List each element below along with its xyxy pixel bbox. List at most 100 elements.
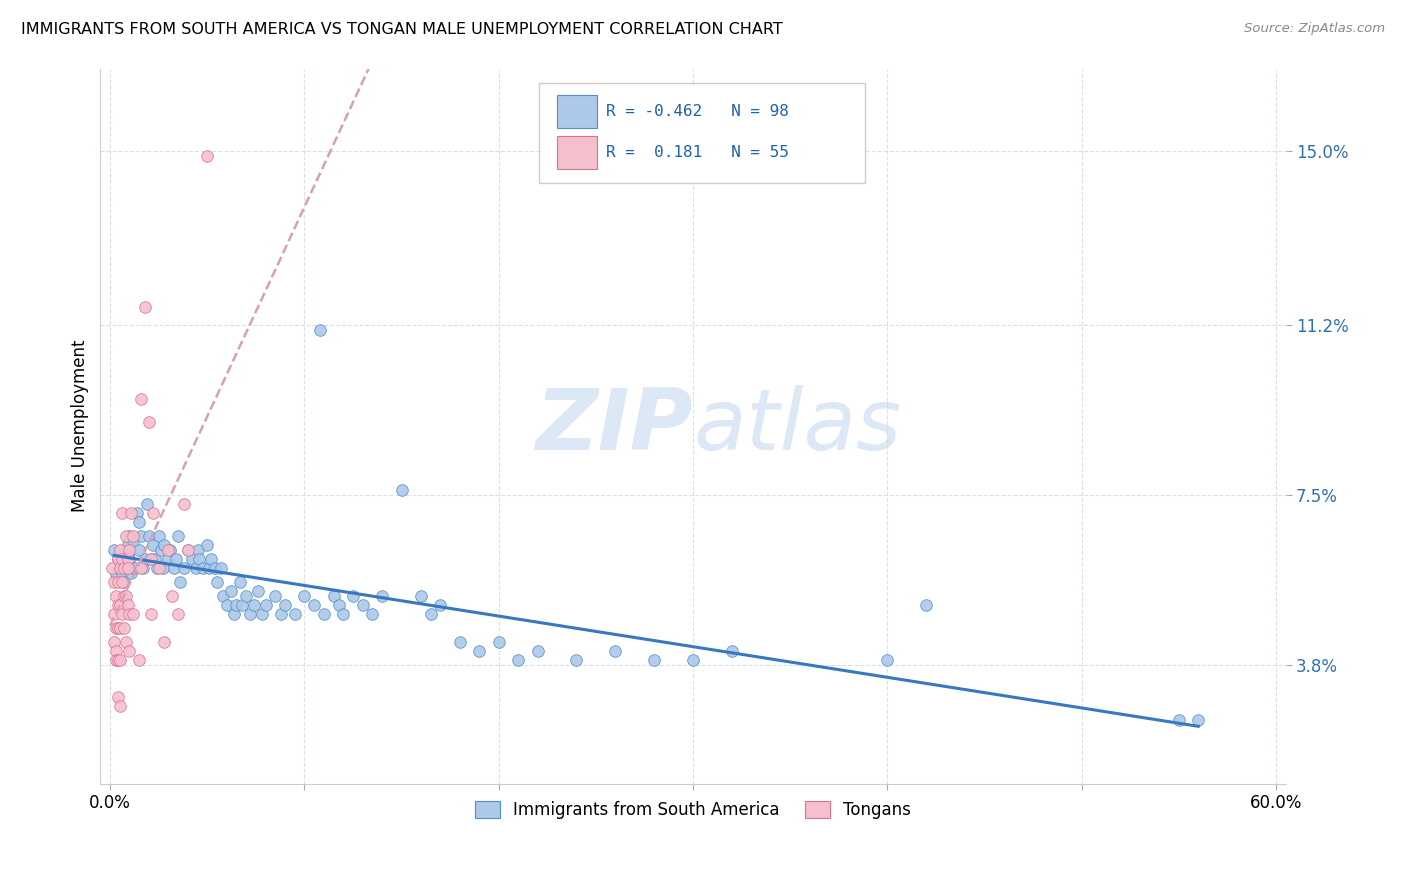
Point [107, 552, 129, 566]
Point [159, 542, 181, 557]
Point [138, 529, 160, 543]
Point [173, 561, 195, 575]
Point [239, 607, 262, 621]
Point [169, 574, 191, 589]
Point [128, 542, 150, 557]
Point [104, 621, 127, 635]
Point [149, 542, 172, 557]
Point [108, 653, 131, 667]
Point [488, 634, 510, 648]
Point [132, 561, 155, 575]
Point [117, 538, 139, 552]
FancyBboxPatch shape [557, 95, 598, 128]
Point [721, 644, 744, 658]
Point [284, 607, 307, 621]
Point [254, 598, 277, 612]
Point [312, 607, 335, 621]
Point [111, 506, 134, 520]
Point [153, 634, 176, 648]
Point [145, 561, 167, 575]
Point [449, 634, 471, 648]
Point [292, 589, 315, 603]
Point [1187, 713, 1209, 727]
Point [118, 607, 141, 621]
Point [129, 529, 152, 543]
Point [114, 634, 136, 648]
FancyBboxPatch shape [557, 136, 598, 169]
Point [117, 561, 139, 575]
Point [112, 552, 135, 566]
Point [165, 552, 187, 566]
Point [157, 542, 180, 557]
Point [198, 561, 221, 575]
Point [108, 542, 131, 557]
Point [114, 529, 136, 543]
Point [876, 653, 898, 667]
Point [104, 644, 127, 658]
Point [184, 561, 207, 575]
FancyBboxPatch shape [538, 83, 865, 183]
Point [177, 542, 200, 557]
Point [112, 561, 135, 575]
Point [153, 538, 176, 552]
Point [107, 653, 129, 667]
Point [108, 561, 131, 575]
Point [104, 566, 127, 580]
Point [104, 653, 127, 667]
Point [122, 607, 145, 621]
Point [112, 574, 135, 589]
Point [309, 323, 332, 337]
Point [136, 497, 159, 511]
Point [101, 561, 124, 575]
Text: IMMIGRANTS FROM SOUTH AMERICA VS TONGAN MALE UNEMPLOYMENT CORRELATION CHART: IMMIGRANTS FROM SOUTH AMERICA VS TONGAN … [21, 22, 783, 37]
Point [107, 552, 129, 566]
Point [200, 552, 222, 566]
Point [1167, 713, 1189, 727]
Point [468, 644, 491, 658]
Point [643, 653, 665, 667]
Point [117, 552, 139, 566]
Point [180, 552, 202, 566]
Point [429, 598, 451, 612]
Point [107, 574, 129, 589]
Text: ZIP: ZIP [536, 384, 693, 467]
Point [229, 574, 252, 589]
Point [173, 497, 195, 511]
Point [138, 415, 160, 429]
Point [224, 607, 246, 621]
Point [111, 566, 134, 580]
Point [352, 598, 374, 612]
Point [112, 589, 135, 603]
Point [302, 598, 325, 612]
Point [508, 653, 530, 667]
Point [177, 542, 200, 557]
Point [204, 561, 226, 575]
Point [120, 566, 142, 580]
Point [322, 589, 344, 603]
Point [122, 529, 145, 543]
Point [205, 574, 228, 589]
Point [246, 584, 269, 599]
Point [142, 506, 165, 520]
Point [104, 589, 127, 603]
Point [195, 148, 218, 162]
Point [391, 483, 413, 498]
Point [107, 690, 129, 704]
Point [122, 561, 145, 575]
Point [915, 598, 938, 612]
Point [128, 653, 150, 667]
Point [134, 300, 156, 314]
Point [129, 392, 152, 406]
Point [139, 552, 162, 566]
Point [103, 542, 125, 557]
Point [148, 529, 170, 543]
Point [162, 589, 184, 603]
Point [108, 561, 131, 575]
Point [118, 542, 141, 557]
Point [129, 561, 152, 575]
Point [118, 644, 141, 658]
Point [419, 607, 441, 621]
Point [157, 552, 180, 566]
Text: Source: ZipAtlas.com: Source: ZipAtlas.com [1244, 22, 1385, 36]
Point [250, 607, 273, 621]
